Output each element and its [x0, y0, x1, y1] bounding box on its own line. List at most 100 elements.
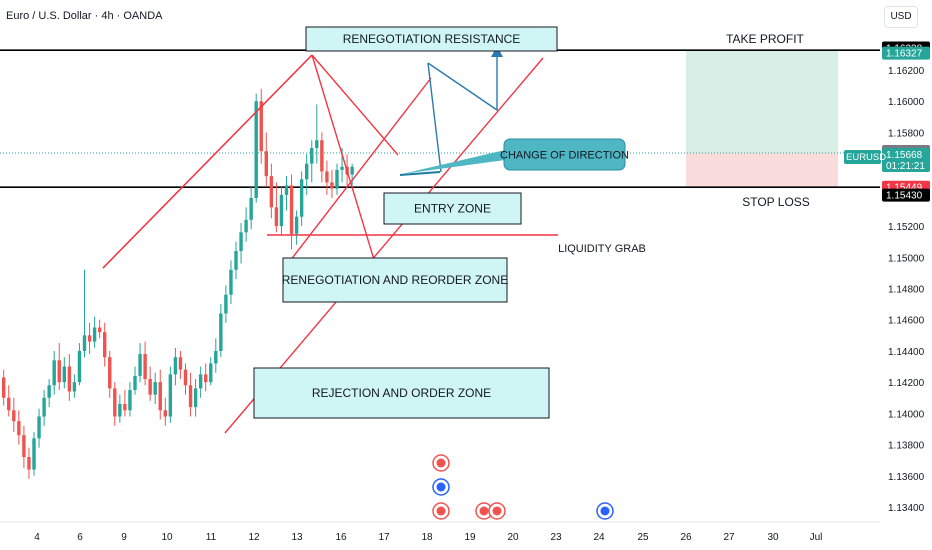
economic-event-dot [479, 506, 489, 516]
candle-body [239, 232, 243, 252]
resistance-slope [311, 54, 399, 156]
time-tick-label: 27 [723, 532, 735, 543]
candle-body [305, 163, 309, 180]
candle-body [254, 101, 258, 198]
time-tick-label: 26 [680, 532, 692, 543]
price-tick-label: 1.16000 [888, 97, 925, 108]
candle-body [204, 374, 208, 383]
economic-event-dot [436, 506, 446, 516]
symbol-tag-bg [844, 150, 881, 165]
candle-body [320, 140, 324, 172]
candle-body [289, 185, 294, 234]
candle-body [315, 140, 319, 149]
take-profit-zone [686, 50, 838, 154]
time-tick-label: 25 [637, 532, 649, 543]
price-tick-label: 1.15800 [888, 128, 925, 139]
renegotiation-resistance-label: RENEGOTIATION RESISTANCE [343, 32, 521, 46]
time-tick-label: 18 [421, 532, 433, 543]
candle-body [42, 397, 46, 417]
candle-body [27, 457, 31, 470]
price-label-bg [882, 148, 930, 173]
projection-path [427, 52, 498, 112]
candle-body [224, 294, 228, 314]
countdown-label: 01:21:21 [886, 161, 925, 172]
candle-body [138, 354, 142, 376]
currency-button[interactable]: USD [884, 6, 918, 28]
candle-body [12, 410, 16, 422]
candle-body [350, 166, 354, 175]
time-tick-label: 24 [593, 532, 605, 543]
renegotiation-resistance-box [305, 26, 558, 52]
candle-body [103, 332, 107, 358]
time-tick-label: 23 [550, 532, 562, 543]
candle-body [2, 377, 6, 398]
middle-channel-line [282, 77, 432, 271]
projection-leg [427, 62, 442, 173]
candle-body [173, 357, 178, 375]
candle-body [22, 435, 26, 458]
candle-body [7, 397, 11, 411]
price-tick-label: 1.14400 [888, 347, 925, 358]
candle-body [17, 421, 21, 436]
time-tick-label: 19 [464, 532, 476, 543]
candle-body [259, 101, 263, 152]
candle-body [118, 403, 122, 417]
candle-body [52, 360, 56, 386]
stop-loss-zone [686, 153, 838, 188]
candle-body [244, 219, 248, 233]
time-tick-label: 12 [248, 532, 260, 543]
candle-body [193, 388, 198, 408]
rejection-order-zone-box [253, 367, 550, 419]
candle-body [82, 335, 87, 351]
symbol-title: Euro / U.S. Dollar · 4h · OANDA [6, 10, 163, 22]
candle-body [67, 366, 72, 392]
candle-body [269, 176, 274, 208]
candle-body [325, 171, 329, 183]
price-label-bg [882, 188, 930, 202]
candle-body [168, 374, 173, 417]
symbol-tag: EURUSD [846, 152, 886, 163]
rising-wedge-line [102, 54, 313, 269]
direction-pointer-line [399, 171, 441, 176]
candle-body [234, 251, 238, 270]
candle-body [198, 374, 203, 389]
time-tick-label: 11 [206, 532, 217, 543]
price-tick-label: 1.16200 [888, 66, 925, 77]
candle-body [57, 360, 61, 383]
price-label: 1.15430 [886, 191, 923, 202]
liquidity-grab-label: LIQUIDITY GRAB [558, 243, 646, 255]
candle-body [97, 327, 102, 333]
economic-event-dot [492, 506, 502, 516]
price-tick-label: 1.13400 [888, 503, 925, 514]
candle-body [47, 385, 51, 398]
change-of-direction-box [503, 138, 626, 171]
stop-loss-label: STOP LOSS [742, 195, 810, 209]
price-tick-label: 1.15000 [888, 253, 925, 264]
entry-zone-box [383, 192, 522, 225]
candle-body [143, 354, 147, 380]
candle-body [178, 357, 183, 370]
candle-body [158, 382, 162, 411]
time-tick-label: 16 [335, 532, 347, 543]
candle-body [279, 194, 284, 227]
candle-body [229, 269, 233, 295]
price-tick-label: 1.14200 [888, 378, 925, 389]
time-tick-label: 9 [121, 532, 127, 543]
candle-body [274, 207, 279, 227]
take-profit-label: TAKE PROFIT [726, 32, 804, 46]
entry-zone-label: ENTRY ZONE [414, 202, 491, 216]
time-tick-label: 17 [378, 532, 390, 543]
candle-body [92, 327, 97, 342]
price-tick-label: 1.14800 [888, 285, 925, 296]
candle-body [108, 357, 112, 389]
candle-body [249, 197, 253, 220]
candle-body [72, 382, 77, 392]
candle-body [87, 335, 92, 342]
price-label: 1.15449 [886, 183, 923, 194]
time-tick-label: 10 [161, 532, 173, 543]
price-tick-label: 1.13600 [888, 472, 925, 483]
candle-body [209, 363, 213, 383]
candle-body [153, 382, 157, 395]
